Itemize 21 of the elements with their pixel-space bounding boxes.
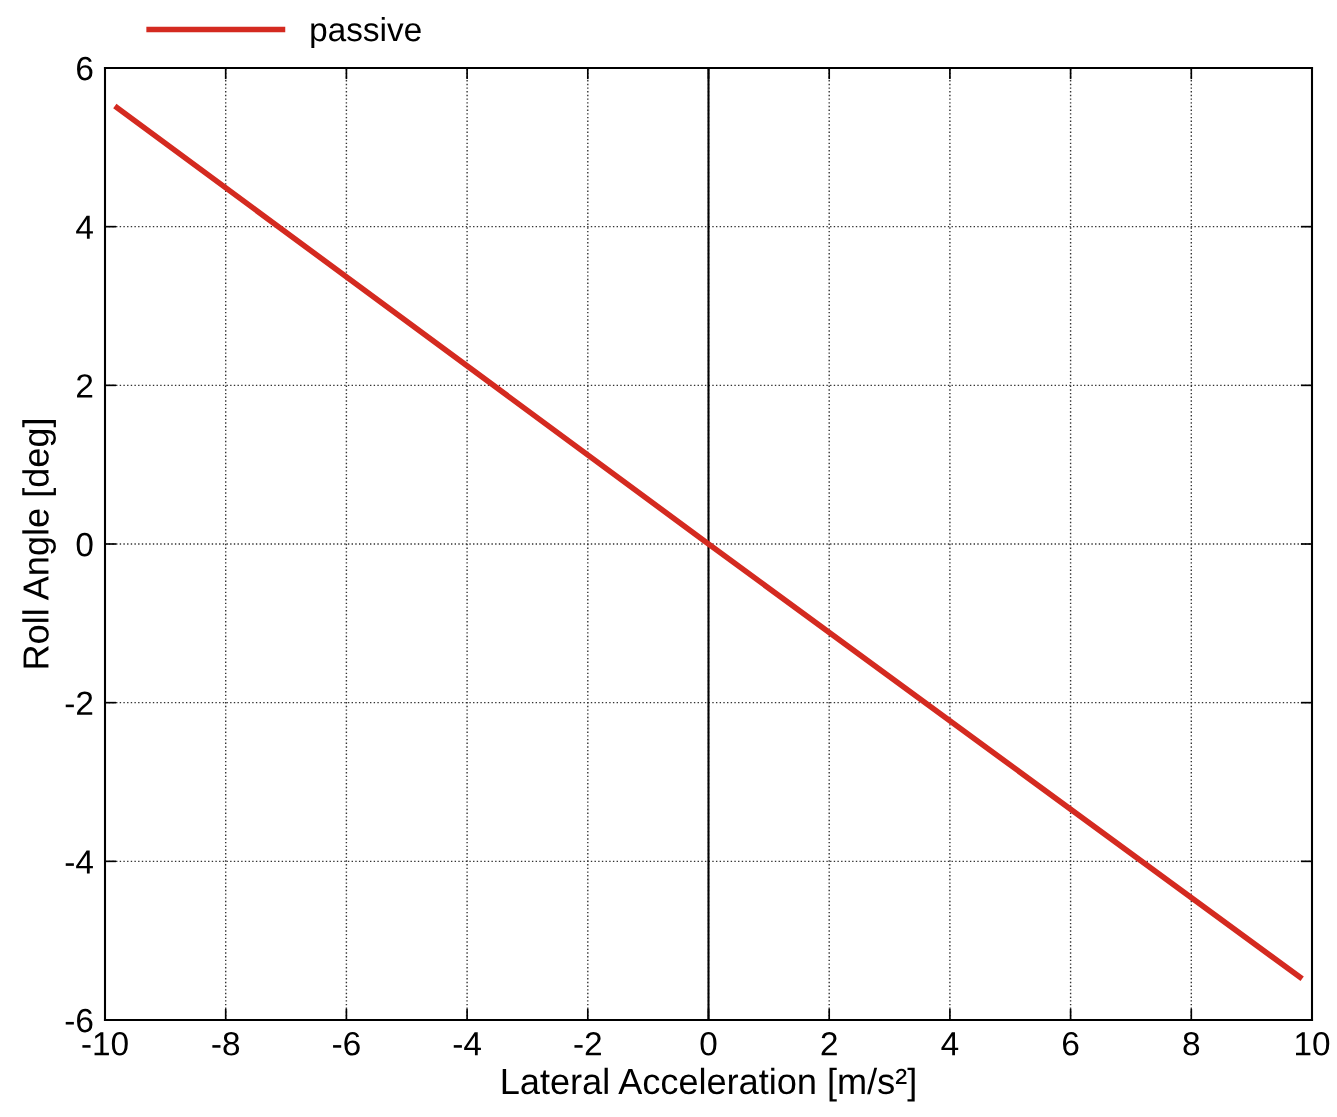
- x-tick-label: 0: [700, 1031, 717, 1056]
- y-tick-label: 6: [77, 56, 93, 81]
- x-tick-label: 2: [821, 1031, 837, 1056]
- x-tick-label: 10: [1296, 1031, 1330, 1056]
- x-tick-label: -6: [333, 1031, 360, 1056]
- x-tick-label: 8: [1183, 1031, 1200, 1056]
- x-tick-label: -8: [212, 1031, 240, 1056]
- y-tick-label: -6: [65, 1008, 93, 1033]
- x-tick-label: -4: [453, 1032, 481, 1056]
- x-axis-title: Lateral Acceleration [m/s²]: [502, 1067, 915, 1102]
- legend-label: passive: [311, 16, 421, 48]
- x-tick-label: -10: [82, 1031, 128, 1056]
- y-tick-label: 4: [76, 215, 93, 239]
- y-axis-title: Roll Angle [deg]: [22, 420, 56, 668]
- x-tick-label: -2: [574, 1031, 601, 1056]
- y-tick-label: -2: [65, 691, 93, 715]
- y-tick-label: 2: [77, 374, 93, 398]
- x-tick-label: 6: [1063, 1031, 1079, 1056]
- y-tick-label: 0: [76, 532, 93, 557]
- x-tick-label: 4: [941, 1032, 959, 1056]
- y-tick-label: -4: [65, 850, 93, 874]
